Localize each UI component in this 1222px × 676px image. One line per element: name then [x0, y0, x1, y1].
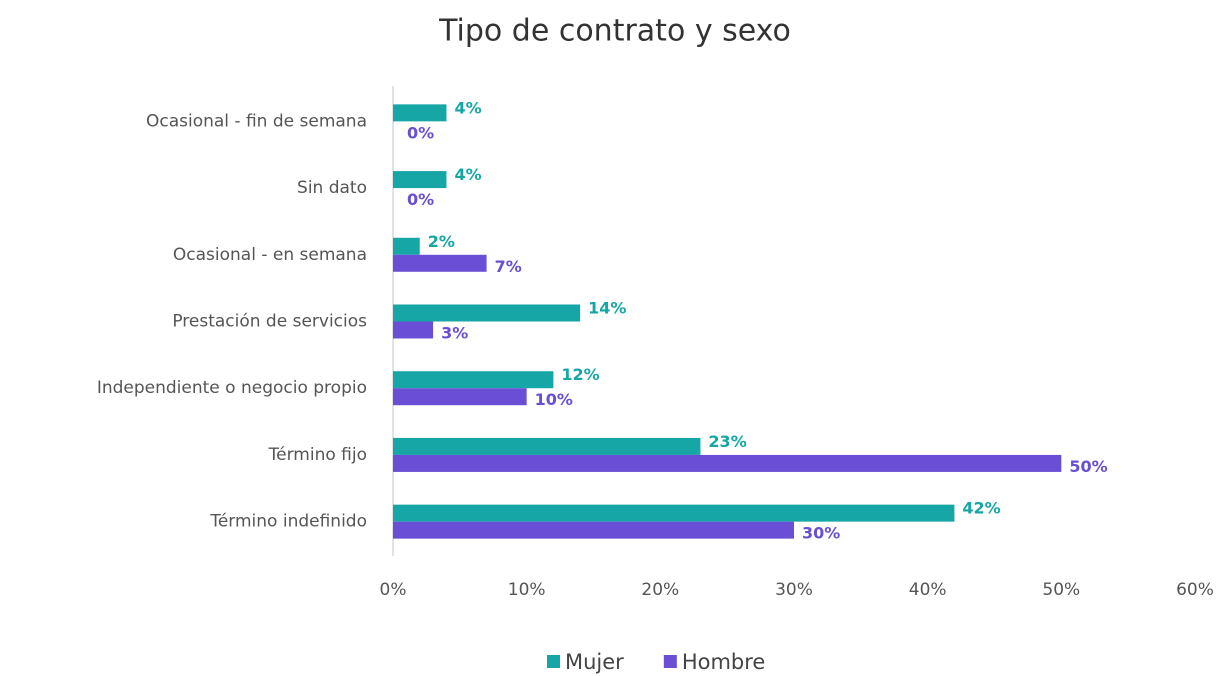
bar — [393, 304, 581, 322]
bar — [393, 388, 527, 406]
category-label: Ocasional - fin de semana — [146, 111, 367, 131]
category-label: Término indefinido — [209, 512, 367, 532]
value-label: 23% — [708, 432, 746, 451]
value-label: 0% — [407, 190, 434, 209]
value-label: 4% — [454, 98, 481, 117]
bar — [393, 504, 955, 522]
x-tick-label: 60% — [1176, 580, 1214, 600]
x-tick-label: 30% — [775, 580, 813, 600]
bar — [393, 437, 701, 455]
value-label: 4% — [454, 165, 481, 184]
value-label: 10% — [535, 390, 573, 409]
x-tick-label: 50% — [1042, 580, 1080, 600]
value-label: 30% — [802, 524, 840, 543]
x-tick-label: 40% — [909, 580, 947, 600]
value-label: 0% — [407, 123, 434, 142]
value-label: 7% — [495, 257, 522, 276]
legend-swatch — [663, 655, 677, 668]
bar — [393, 321, 434, 339]
category-label: Prestación de servicios — [172, 312, 367, 332]
x-tick-label: 20% — [641, 580, 679, 600]
category-label: Ocasional - en semana — [173, 245, 367, 265]
value-label: 14% — [588, 299, 626, 318]
bar — [393, 254, 487, 272]
legend-label: Mujer — [565, 650, 624, 674]
value-label: 42% — [962, 499, 1000, 518]
bar — [393, 371, 554, 389]
value-label: 2% — [428, 232, 455, 251]
x-tick-label: 10% — [508, 580, 546, 600]
chart-title: Tipo de contrato y sexo — [438, 14, 791, 49]
bar — [393, 104, 447, 122]
bar — [393, 521, 794, 539]
legend-label: Hombre — [682, 650, 766, 674]
value-label: 12% — [561, 365, 599, 384]
category-label: Término fijo — [268, 445, 367, 465]
category-label: Independiente o negocio propio — [97, 378, 367, 398]
legend-swatch — [547, 655, 560, 668]
value-label: 3% — [441, 324, 468, 343]
bar — [393, 237, 420, 255]
bar — [393, 454, 1062, 472]
value-label: 50% — [1069, 457, 1107, 476]
x-tick-label: 0% — [380, 580, 407, 600]
bar — [393, 171, 447, 189]
category-label: Sin dato — [297, 178, 367, 198]
